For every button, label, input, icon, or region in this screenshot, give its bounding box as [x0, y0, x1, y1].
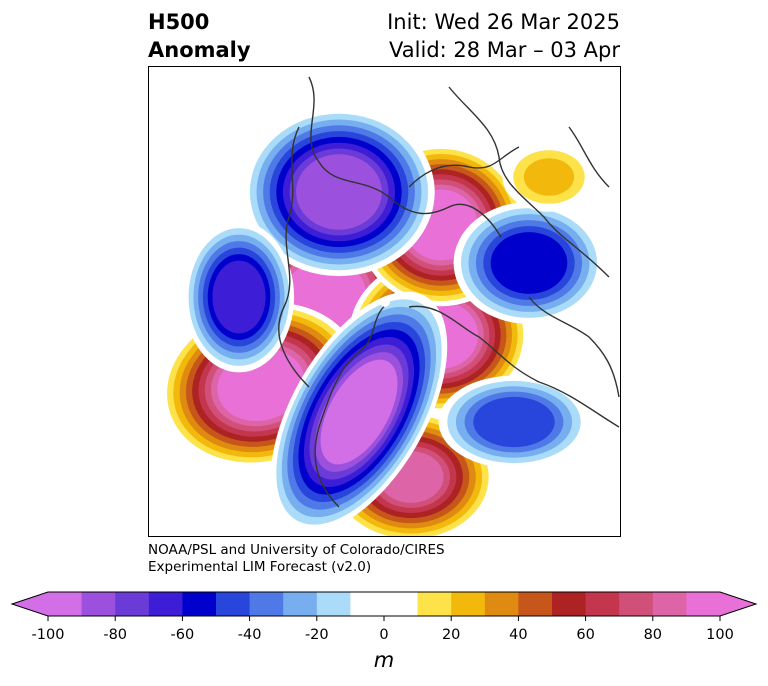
title-field: Anomaly	[148, 36, 251, 64]
trough-gulf-of-alaska	[184, 222, 294, 373]
anomaly-contour	[217, 267, 261, 327]
colorbar-segment	[115, 592, 149, 616]
colorbar-extend-min	[12, 592, 48, 616]
anomaly-contour	[482, 402, 546, 441]
credit-text: NOAA/PSL and University of Colorado/CIRE…	[148, 542, 445, 576]
colorbar-segment	[149, 592, 183, 616]
colorbar-extend-max	[720, 592, 756, 616]
high-middle-east	[503, 142, 596, 212]
credit-line-1: NOAA/PSL and University of Colorado/CIRE…	[148, 542, 445, 559]
colorbar-tick-label: -60	[171, 627, 195, 643]
colorbar-segment	[552, 592, 586, 616]
colorbar-segment	[518, 592, 552, 616]
map-canvas	[149, 67, 620, 536]
title-variable: H500	[148, 8, 251, 36]
colorbar-segment	[485, 592, 519, 616]
colorbar-segment	[451, 592, 485, 616]
anomaly-contour	[303, 160, 376, 224]
colorbar-segment	[418, 592, 452, 616]
colorbar-tick-label: 60	[576, 627, 594, 643]
colorbar-unit: m	[374, 648, 394, 672]
colorbar-segment	[250, 592, 284, 616]
colorbar-tick-label: 20	[442, 627, 460, 643]
anomaly-map	[148, 66, 621, 537]
colorbar-segment	[317, 592, 351, 616]
valid-range: Valid: 28 Mar – 03 Apr	[387, 36, 620, 64]
trough-pacific	[439, 376, 590, 469]
colorbar-tick-label: 0	[379, 627, 388, 643]
colorbar-tick-label: -40	[238, 627, 262, 643]
title-right: Init: Wed 26 Mar 2025 Valid: 28 Mar – 03…	[387, 8, 620, 64]
title-left: H500 Anomaly	[148, 8, 251, 64]
colorbar-tick-label: 40	[509, 627, 527, 643]
colorbar-segment	[82, 592, 116, 616]
north-pole-marker	[380, 297, 390, 307]
colorbar	[0, 588, 768, 624]
colorbar-segment	[216, 592, 250, 616]
colorbar-segment	[586, 592, 620, 616]
colorbar-tick-label: -20	[305, 627, 329, 643]
colorbar-segment	[653, 592, 687, 616]
init-date: Init: Wed 26 Mar 2025	[387, 8, 620, 36]
colorbar-tick-label: 80	[644, 627, 662, 643]
colorbar-segment	[686, 592, 720, 616]
colorbar-tick-label: 100	[706, 627, 734, 643]
trough-atlantic	[454, 202, 605, 324]
colorbar-tick-label: -100	[32, 627, 65, 643]
colorbar-segment	[350, 592, 384, 616]
colorbar-tick-label: -80	[103, 627, 127, 643]
colorbar-segment	[283, 592, 317, 616]
credit-line-2: Experimental LIM Forecast (v2.0)	[148, 559, 445, 576]
colorbar-segment	[182, 592, 216, 616]
colorbar-segment	[48, 592, 82, 616]
colorbar-segment	[619, 592, 653, 616]
colorbar-segment	[384, 592, 418, 616]
anomaly-contour	[498, 238, 560, 288]
anomaly-contour	[524, 158, 574, 196]
